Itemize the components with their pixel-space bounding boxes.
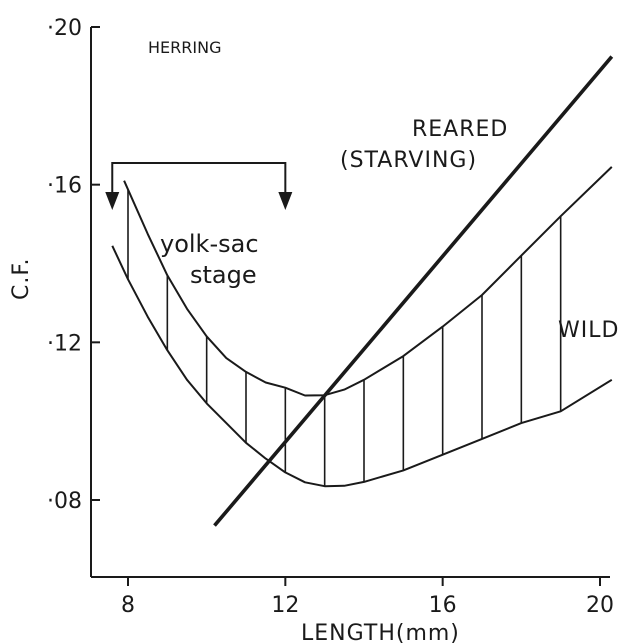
tick-labels: 8 12 16 20 ·08 ·12 ·16 ·20 <box>47 16 614 618</box>
annotation-yolk-sac: yolk-sac <box>160 230 259 258</box>
x-tick-label: 8 <box>121 593 135 618</box>
bracket-line <box>111 162 287 196</box>
y-tick-label: ·16 <box>47 174 82 199</box>
y-tick-label: ·20 <box>47 16 82 41</box>
wild-upper-curve <box>123 166 613 397</box>
y-tick-label: ·08 <box>47 489 82 514</box>
annotation-stage: stage <box>190 261 257 289</box>
annotation-wild: WILD <box>558 318 619 343</box>
reared-starving-line <box>213 55 614 527</box>
y-tick-label: ·12 <box>47 331 82 356</box>
annotation-reared: REARED <box>412 117 508 142</box>
arrow-head <box>278 192 293 210</box>
arrow-head <box>105 192 120 210</box>
chart-title: HERRING <box>148 38 221 57</box>
annotation-starving: (STARVING) <box>340 148 477 173</box>
axes <box>90 26 610 586</box>
x-tick-label: 12 <box>271 593 299 618</box>
x-axis-title: LENGTH(mm) <box>301 621 460 644</box>
y-axis-title: C.F. <box>9 258 34 300</box>
series-lines <box>111 55 614 527</box>
yolk-sac-bracket <box>105 162 293 210</box>
x-tick-label: 16 <box>429 593 457 618</box>
wild-lower-curve <box>111 245 613 488</box>
hatch-lines <box>127 189 562 487</box>
x-tick-label: 20 <box>586 593 614 618</box>
